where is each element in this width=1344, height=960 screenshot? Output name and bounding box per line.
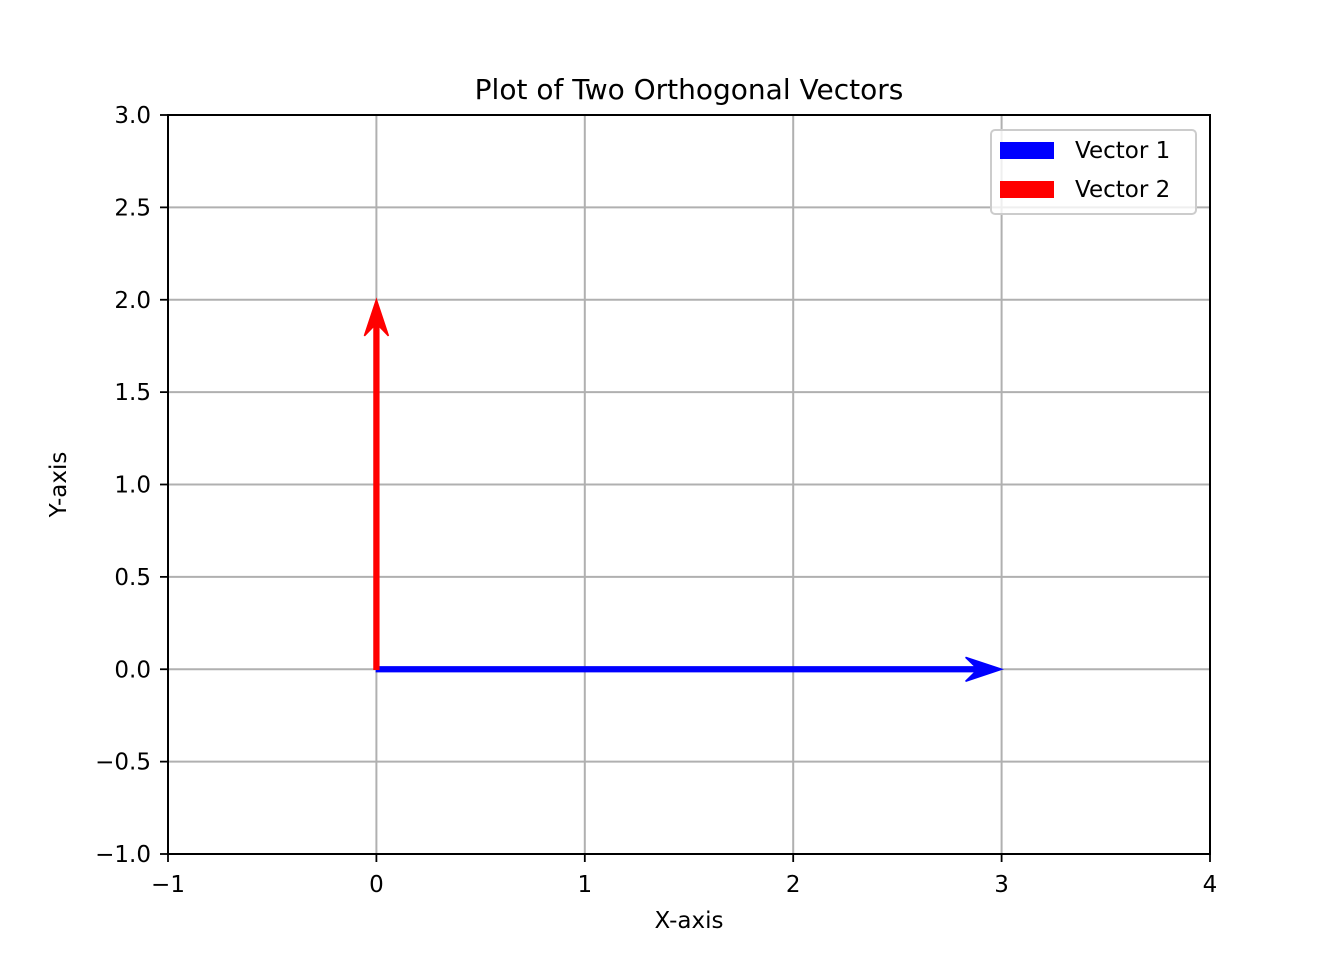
y-tick-label: −0.5 [95, 750, 151, 776]
y-tick-label: 0.0 [114, 657, 151, 683]
legend-swatch-vector-1 [1000, 142, 1054, 159]
y-tick-label: 2.0 [114, 288, 151, 314]
y-tick-label: 2.5 [114, 195, 151, 221]
vector-arrow-1 [375, 656, 1004, 683]
y-axis-title: Y-axis [46, 452, 72, 519]
vectors [363, 297, 1004, 683]
vector-arrow-2 [363, 297, 390, 671]
y-tick-label: 1.5 [114, 380, 151, 406]
y-tick-label: 0.5 [114, 565, 151, 591]
axis-ticks: −1 0 1 2 3 4 −1.0 −0.5 0.0 0.5 1.0 1.5 2.0 2.5 3.0 [95, 103, 1217, 898]
x-tick-label: 3 [994, 872, 1009, 898]
legend-label-vector-1: Vector 1 [1075, 138, 1170, 164]
y-tick-label: 1.0 [114, 473, 151, 499]
x-tick-label: 4 [1203, 872, 1218, 898]
x-tick-label: −1 [151, 872, 185, 898]
x-tick-label: 1 [577, 872, 592, 898]
legend-label-vector-2: Vector 2 [1075, 177, 1170, 203]
y-tick-label: −1.0 [95, 842, 151, 868]
y-tick-label: 3.0 [114, 103, 151, 129]
legend-swatch-vector-2 [1000, 181, 1054, 198]
legend: Vector 1 Vector 2 [990, 129, 1197, 215]
chart-title: Plot of Two Orthogonal Vectors [475, 73, 904, 106]
x-tick-label: 0 [369, 872, 384, 898]
x-tick-label: 2 [786, 872, 801, 898]
x-axis-title: X-axis [655, 908, 724, 934]
